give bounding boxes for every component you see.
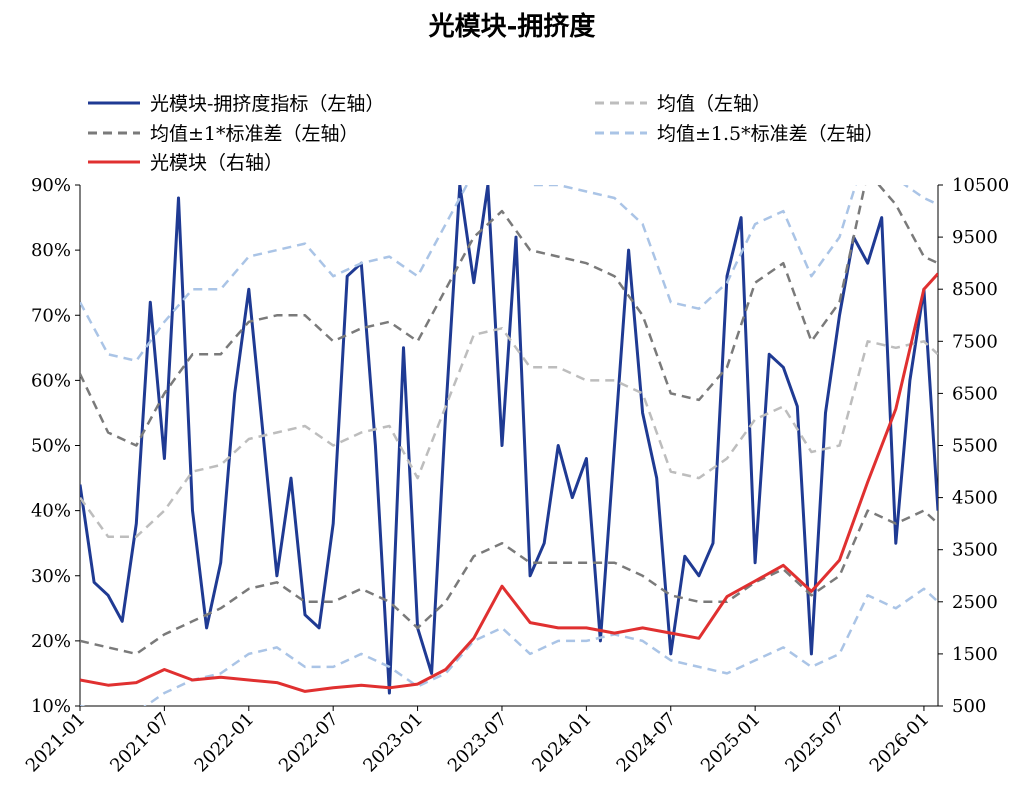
x-tick-label: 2025-07 — [781, 709, 849, 777]
y-right-tick-label: 3500 — [952, 540, 998, 561]
legend-label: 光模块-拥挤度指标（左轴） — [150, 93, 384, 115]
x-tick-label: 2022-01 — [191, 709, 259, 777]
series-line — [80, 587, 938, 706]
y-right-tick-label: 2500 — [952, 592, 998, 613]
x-tick-label: 2021-07 — [106, 709, 174, 777]
series-line — [80, 509, 938, 656]
x-tick-label: 2024-01 — [528, 709, 596, 777]
y-left-tick-label: 80% — [31, 240, 71, 261]
y-left-tick-label: 40% — [31, 501, 71, 522]
y-right-tick-label: 500 — [952, 696, 986, 717]
y-left-tick-label: 20% — [31, 631, 71, 652]
series-line — [80, 327, 938, 538]
y-right-tick-label: 5500 — [952, 436, 998, 457]
y-left-tick-label: 10% — [31, 696, 71, 717]
legend-label: 光模块（右轴） — [150, 152, 283, 174]
series-line — [80, 185, 938, 363]
y-right-tick-label: 8500 — [952, 279, 998, 300]
legend-label: 均值（左轴） — [657, 93, 771, 115]
series-line — [80, 272, 938, 693]
legend-label: 均值±1*标准差（左轴） — [150, 123, 359, 145]
y-left-tick-label: 90% — [31, 175, 71, 196]
y-left-tick-label: 30% — [31, 566, 71, 587]
x-tick-label: 2024-07 — [613, 709, 681, 777]
y-left-tick-label: 50% — [31, 436, 71, 457]
series-line — [80, 185, 938, 695]
y-right-tick-label: 6500 — [952, 383, 998, 404]
y-right-tick-label: 1500 — [952, 644, 998, 665]
x-tick-label: 2022-07 — [275, 709, 343, 777]
x-tick-label: 2021-01 — [22, 709, 90, 777]
y-left-tick-label: 70% — [31, 305, 71, 326]
chart-title: 光模块-拥挤度 — [428, 12, 596, 42]
series-line — [80, 185, 938, 447]
x-tick-label: 2023-01 — [359, 709, 427, 777]
x-tick-label: 2026-01 — [866, 709, 934, 777]
y-right-tick-label: 4500 — [952, 488, 998, 509]
y-right-tick-label: 10500 — [952, 175, 1009, 196]
x-tick-label: 2023-07 — [444, 709, 512, 777]
legend-label: 均值±1.5*标准差（左轴） — [657, 123, 884, 145]
x-tick-label: 2025-01 — [697, 709, 765, 777]
y-right-tick-label: 7500 — [952, 331, 998, 352]
y-right-tick-label: 9500 — [952, 227, 998, 248]
y-left-tick-label: 60% — [31, 370, 71, 391]
